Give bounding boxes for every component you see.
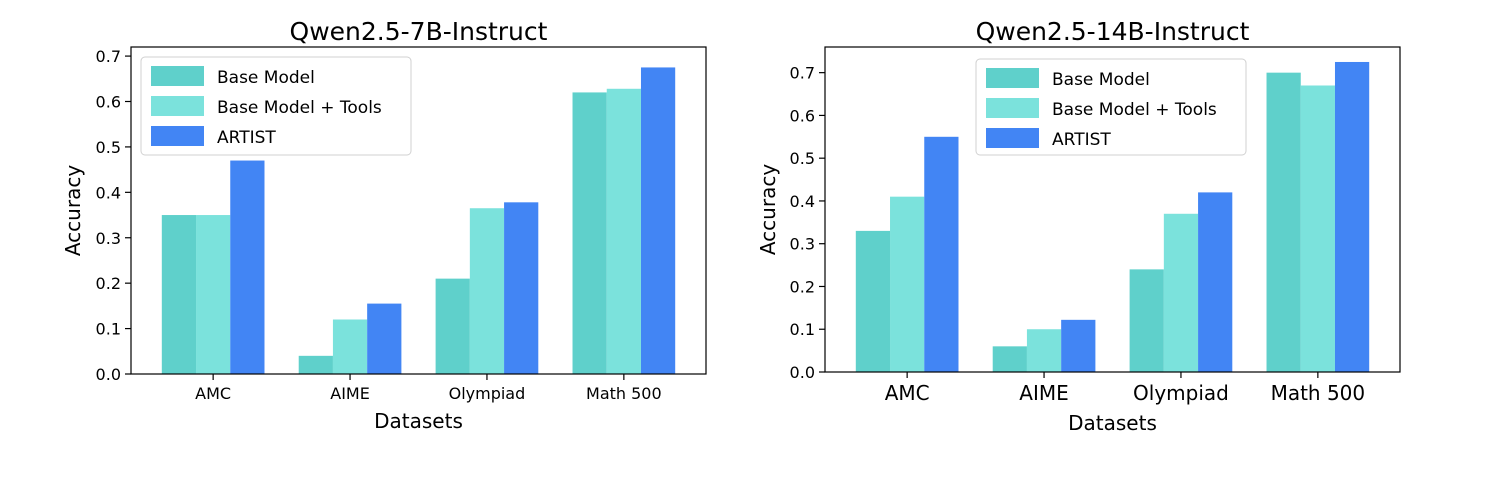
legend-box <box>140 56 412 156</box>
x-axis-label: Datasets <box>1068 411 1157 435</box>
bar-base-model-tools-amc <box>196 215 231 374</box>
y-tick-label: 0.2 <box>96 274 121 293</box>
x-axis-label: Datasets <box>374 409 463 433</box>
legend-swatch <box>151 126 204 146</box>
y-tick-label: 0.1 <box>790 320 815 339</box>
bar-base-model-aime <box>992 346 1027 372</box>
bar-base-model-amc <box>161 215 197 374</box>
y-tick-label: 0.4 <box>790 192 815 211</box>
bar-artist-aime <box>367 303 402 374</box>
plot-frame <box>130 46 707 375</box>
bar-artist-math-500 <box>1334 61 1370 372</box>
y-tick-label: 0.1 <box>96 320 121 339</box>
bar-base-model-tools-amc <box>890 196 925 372</box>
y-tick-label: 0.3 <box>96 229 121 248</box>
x-tick-label: Olympiad <box>449 384 526 403</box>
plot-frame <box>824 46 1401 373</box>
y-tick-label: 0.5 <box>96 138 121 157</box>
x-tick-label: AMC <box>195 384 231 403</box>
x-tick-label: AMC <box>885 381 930 405</box>
bar-base-model-tools-aime <box>332 319 368 374</box>
y-tick-label: 0.5 <box>790 149 815 168</box>
legend-swatch <box>986 98 1039 118</box>
legend: Base Model Base Model + Tools ARTIST <box>140 56 412 156</box>
bar-base-model-math-500 <box>1266 72 1301 372</box>
bar-base-model-tools-olympiad <box>469 208 505 374</box>
y-tick-label: 0.2 <box>790 277 815 296</box>
legend: Base Model Base Model + Tools ARTIST <box>975 58 1247 156</box>
y-tick-label: 0.0 <box>96 365 121 384</box>
chart-title: Qwen2.5-14B-Instruct <box>976 17 1250 46</box>
bar-base-model-tools-math-500 <box>1300 85 1335 373</box>
bar-artist-olympiad <box>1198 192 1233 372</box>
bar-base-model-olympiad <box>435 278 470 375</box>
legend-swatch <box>151 66 204 86</box>
y-axis-label: Accuracy <box>756 164 780 255</box>
y-tick-label: 0.6 <box>96 93 121 112</box>
bar-artist-aime <box>1061 319 1096 372</box>
legend-swatch <box>986 68 1039 88</box>
y-tick-label: 0.4 <box>96 183 121 202</box>
x-tick-label: Math 500 <box>586 384 662 403</box>
y-tick-label: 0.0 <box>790 363 815 382</box>
chart-panel-2: Qwen2.5-14B-Instruct 0.0 0.1 0.2 0.3 0.4 0.5 0.… <box>756 17 1401 435</box>
bar-base-model-tools-aime <box>1026 329 1062 372</box>
bar-base-model-aime <box>298 355 333 374</box>
legend-swatch <box>986 128 1039 148</box>
bar-base-model-amc <box>855 230 891 372</box>
bar-artist-olympiad <box>504 202 539 374</box>
bar-base-model-tools-math-500 <box>606 88 641 374</box>
x-tick-label: AIME <box>330 384 370 403</box>
x-tick-label: AIME <box>1019 381 1068 405</box>
bar-base-model-olympiad <box>1129 269 1164 372</box>
bar-artist-amc <box>924 136 959 372</box>
legend-label: Base Model + Tools <box>217 98 382 118</box>
bar-base-model-tools-olympiad <box>1163 213 1199 372</box>
bar-artist-math-500 <box>640 67 676 374</box>
legend-label: Base Model <box>217 68 315 88</box>
legend-label: Base Model <box>1052 70 1150 90</box>
legend-label: ARTIST <box>217 128 276 148</box>
bar-base-model-math-500 <box>572 92 607 375</box>
y-tick-label: 0.7 <box>96 47 121 66</box>
y-tick-label: 0.6 <box>790 106 815 125</box>
y-tick-label: 0.3 <box>790 235 815 254</box>
legend-label: ARTIST <box>1052 130 1111 150</box>
bar-artist-amc <box>230 160 265 374</box>
chart-title: Qwen2.5-7B-Instruct <box>290 17 548 46</box>
legend-label: Base Model + Tools <box>1052 100 1217 120</box>
x-tick-label: Math 500 <box>1271 381 1366 405</box>
chart-panel-1: Qwen2.5-7B-Instruct 0.0 0.1 0.2 0.3 0.4 0.5 0.6… <box>61 17 707 433</box>
y-tick-label: 0.7 <box>790 64 815 83</box>
legend-box <box>975 58 1247 156</box>
y-axis-label: Accuracy <box>61 165 85 256</box>
legend-swatch <box>151 96 204 116</box>
x-tick-label: Olympiad <box>1133 381 1229 405</box>
